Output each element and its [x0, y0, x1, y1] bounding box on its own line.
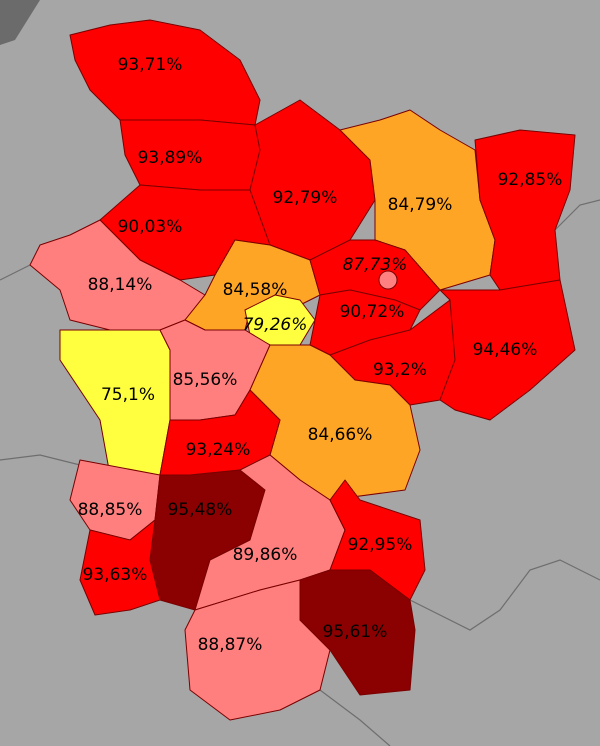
region	[249, 99, 376, 261]
region-label: 75,1%	[101, 385, 155, 405]
region-label: 84,79%	[388, 195, 453, 215]
region-label: 88,14%	[88, 275, 153, 295]
border-line	[0, 264, 31, 281]
border-line	[319, 689, 391, 746]
region-label: 85,56%	[173, 370, 238, 390]
region-label: 89,86%	[233, 545, 298, 565]
region-label: 93,71%	[118, 55, 183, 75]
region-label: 92,85%	[498, 170, 563, 190]
region-label: 84,66%	[308, 425, 373, 445]
region-label: 92,79%	[273, 188, 338, 208]
region-label: 93,2%	[373, 360, 427, 380]
region	[184, 579, 331, 721]
region-label: 93,63%	[83, 565, 148, 585]
region-label: 79,26%	[243, 315, 308, 335]
city-marker	[378, 270, 398, 290]
region	[439, 279, 576, 421]
labels: 93,71% 93,89% 92,79% 84,79% 92,85% 90,03% 88,1…	[78, 55, 563, 655]
region	[79, 519, 161, 616]
region-label: 95,61%	[323, 622, 388, 642]
region-label: 87,73%	[343, 255, 408, 275]
region-label: 94,46%	[473, 340, 538, 360]
border-line	[409, 559, 600, 631]
region-label: 95,48%	[168, 500, 233, 520]
border-line	[0, 454, 81, 466]
border-line	[554, 199, 600, 231]
region-label: 90,03%	[118, 217, 183, 237]
region-label: 93,24%	[186, 440, 251, 460]
region	[299, 569, 416, 696]
region-label: 90,72%	[340, 302, 405, 322]
region-label: 88,85%	[78, 500, 143, 520]
region-label: 84,58%	[223, 280, 288, 300]
region-label: 93,89%	[138, 148, 203, 168]
region-label: 92,95%	[348, 535, 413, 555]
regions	[29, 19, 576, 721]
region-label: 88,87%	[198, 635, 263, 655]
neighbor-area	[0, 0, 40, 45]
